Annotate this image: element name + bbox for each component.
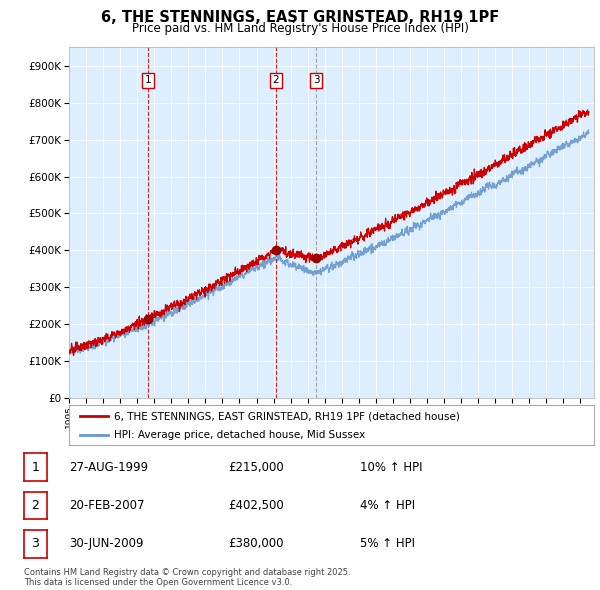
Text: 2: 2 (31, 499, 40, 512)
Text: 3: 3 (313, 76, 319, 86)
Text: £402,500: £402,500 (228, 499, 284, 512)
Text: Price paid vs. HM Land Registry's House Price Index (HPI): Price paid vs. HM Land Registry's House … (131, 22, 469, 35)
Text: Contains HM Land Registry data © Crown copyright and database right 2025.
This d: Contains HM Land Registry data © Crown c… (24, 568, 350, 587)
Text: 6, THE STENNINGS, EAST GRINSTEAD, RH19 1PF: 6, THE STENNINGS, EAST GRINSTEAD, RH19 1… (101, 10, 499, 25)
Text: 5% ↑ HPI: 5% ↑ HPI (360, 537, 415, 550)
Text: HPI: Average price, detached house, Mid Sussex: HPI: Average price, detached house, Mid … (113, 431, 365, 440)
Text: 1: 1 (31, 461, 40, 474)
Text: 30-JUN-2009: 30-JUN-2009 (69, 537, 143, 550)
Text: 1: 1 (145, 76, 152, 86)
Text: £215,000: £215,000 (228, 461, 284, 474)
Text: 6, THE STENNINGS, EAST GRINSTEAD, RH19 1PF (detached house): 6, THE STENNINGS, EAST GRINSTEAD, RH19 1… (113, 411, 460, 421)
Text: £380,000: £380,000 (228, 537, 284, 550)
Text: 10% ↑ HPI: 10% ↑ HPI (360, 461, 422, 474)
Text: 27-AUG-1999: 27-AUG-1999 (69, 461, 148, 474)
Text: 20-FEB-2007: 20-FEB-2007 (69, 499, 145, 512)
Text: 3: 3 (31, 537, 40, 550)
Text: 4% ↑ HPI: 4% ↑ HPI (360, 499, 415, 512)
Text: 2: 2 (272, 76, 279, 86)
